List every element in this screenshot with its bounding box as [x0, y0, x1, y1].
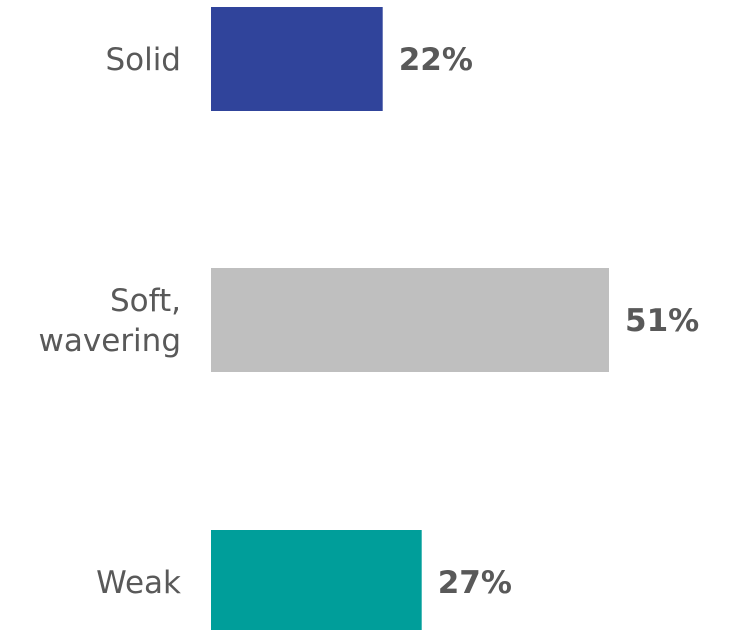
- category-label-1: Solid: [105, 42, 181, 78]
- category-label-2: Soft, wavering: [39, 283, 181, 359]
- bar-2: [211, 268, 609, 372]
- category-labels-group: Solid Soft, wavering Weak: [39, 42, 181, 601]
- value-label-2: 51%: [625, 303, 699, 339]
- bars-group: [211, 7, 609, 630]
- value-label-1: 22%: [399, 42, 473, 78]
- category-label-3: Weak: [96, 565, 181, 601]
- value-label-3: 27%: [438, 565, 512, 601]
- value-labels-group: 22% 51% 27%: [399, 42, 700, 601]
- bar-1: [211, 7, 383, 111]
- bar-3: [211, 530, 422, 630]
